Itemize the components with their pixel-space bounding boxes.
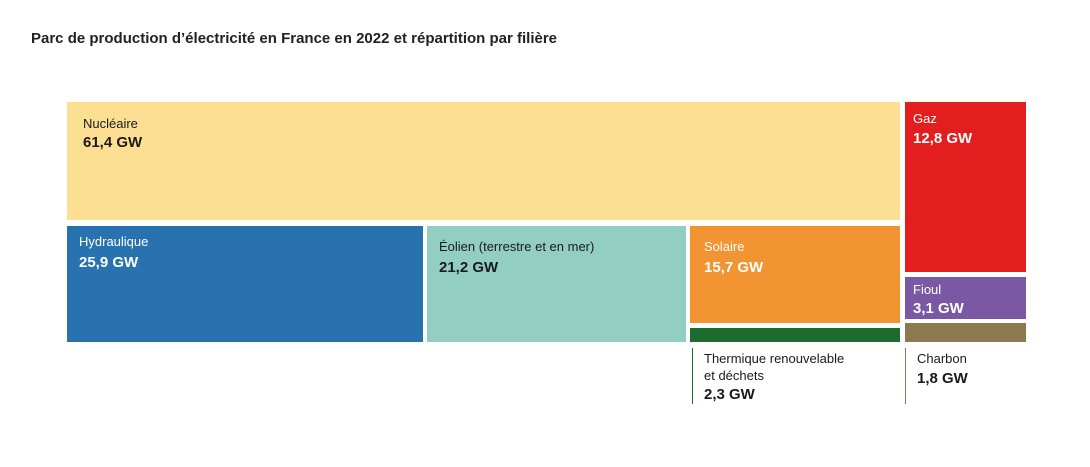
- treemap-cell-fioul: [905, 277, 1026, 319]
- treemap-label-nucleaire: Nucléaire: [83, 116, 138, 131]
- treemap-cell-thermique-renouvelable-et-dechets: [690, 328, 900, 342]
- treemap-label-fioul: Fioul: [913, 282, 942, 297]
- treemap-value-solaire: 15,7 GW: [704, 259, 764, 276]
- treemap-label-solaire: Solaire: [704, 239, 745, 254]
- treemap-value-nucleaire: 61,4 GW: [83, 134, 143, 151]
- treemap-cell-charbon: [905, 323, 1026, 342]
- treemap-cell-eolien-terrestre-et-en-mer: [427, 226, 686, 342]
- treemap-value-eolien-terrestre-et-en-mer: 21,2 GW: [439, 259, 499, 276]
- chart-title: Parc de production d’électricité en Fran…: [31, 30, 558, 47]
- treemap-value-hydraulique: 25,9 GW: [79, 254, 139, 271]
- treemap-cell-nucleaire: [67, 102, 900, 220]
- treemap-value-thermique-renouvelable-et-dechets: 2,3 GW: [704, 386, 755, 403]
- leader-line-charbon: [905, 348, 906, 404]
- leader-line-thermique-renouvelable-et-dechets: [692, 348, 693, 404]
- treemap-value-charbon: 1,8 GW: [917, 370, 968, 387]
- treemap-value-gaz: 12,8 GW: [913, 130, 973, 147]
- treemap-cell-gaz: [905, 102, 1026, 272]
- treemap-label-thermique-renouvelable-et-dechets: Thermique renouvelable et déchets: [704, 351, 845, 383]
- treemap-cell-solaire: [690, 226, 900, 323]
- treemap-label-gaz: Gaz: [913, 111, 937, 126]
- treemap-label-charbon: Charbon: [917, 351, 967, 366]
- treemap-cell-hydraulique: [67, 226, 423, 342]
- treemap-value-fioul: 3,1 GW: [913, 300, 964, 317]
- treemap-label-hydraulique: Hydraulique: [79, 234, 149, 249]
- treemap-label-eolien-terrestre-et-en-mer: Éolien (terrestre et en mer): [439, 239, 595, 254]
